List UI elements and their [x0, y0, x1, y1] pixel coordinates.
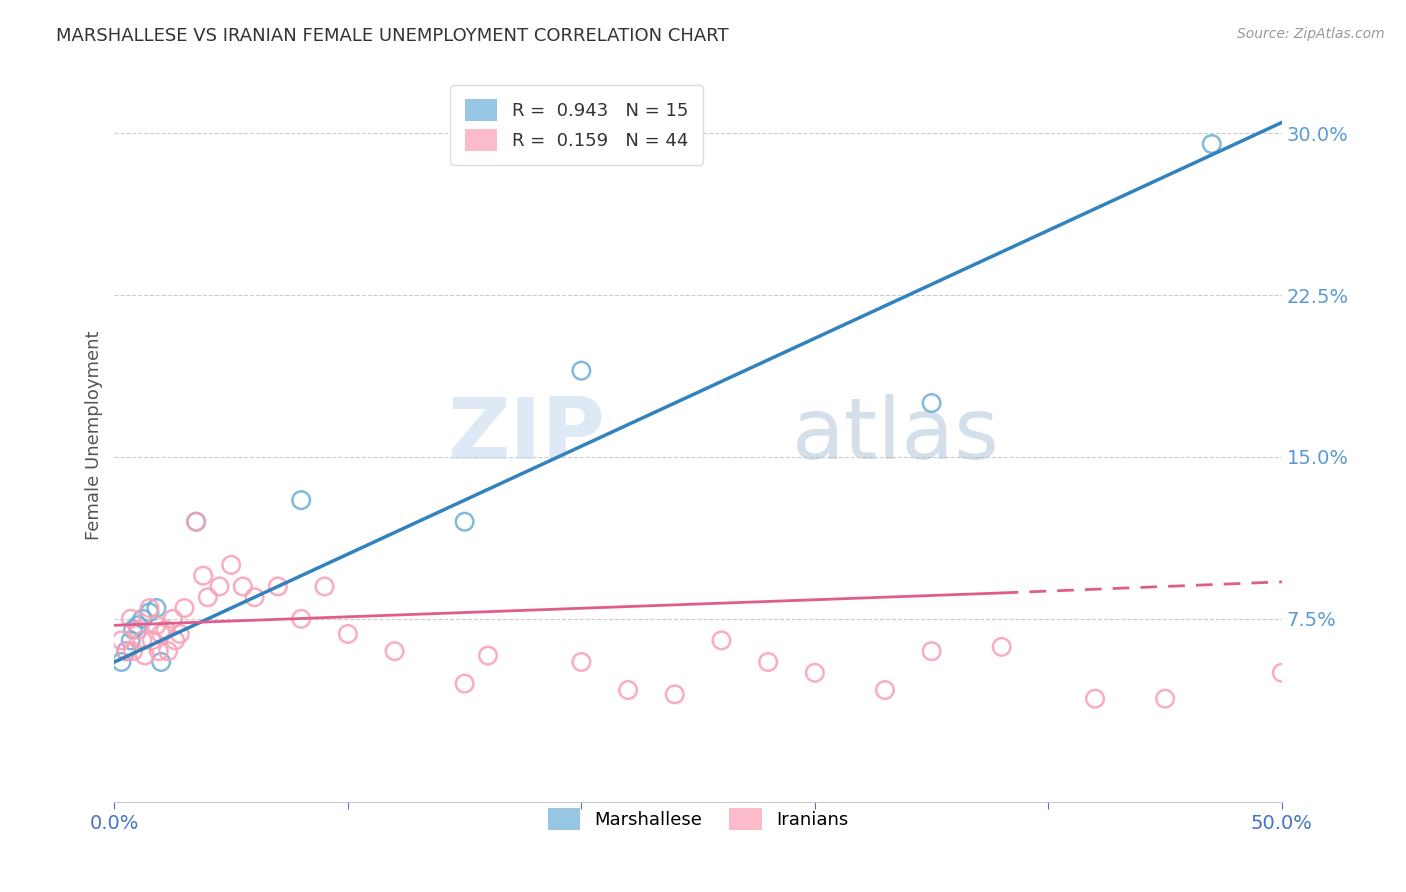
Point [232, 579, 254, 593]
Point [184, 515, 207, 529]
Point [131, 633, 153, 648]
Point [710, 633, 733, 648]
Point [314, 579, 336, 593]
Point [169, 627, 191, 641]
Point [921, 644, 943, 658]
Point [184, 515, 207, 529]
Point [141, 633, 163, 648]
Point [384, 644, 406, 658]
Point [267, 579, 290, 593]
Point [290, 612, 312, 626]
Point [873, 683, 896, 698]
Point [127, 623, 149, 637]
Point [208, 579, 231, 593]
Point [197, 591, 219, 605]
Point [569, 655, 592, 669]
Point [477, 648, 499, 663]
Point [336, 627, 359, 641]
Point [1201, 136, 1223, 151]
Point [1084, 691, 1107, 706]
Point [162, 612, 184, 626]
Point [120, 612, 142, 626]
Point [990, 640, 1012, 654]
Text: MARSHALLESE VS IRANIAN FEMALE UNEMPLOYMENT CORRELATION CHART: MARSHALLESE VS IRANIAN FEMALE UNEMPLOYME… [56, 27, 728, 45]
Legend: Marshallese, Iranians: Marshallese, Iranians [533, 794, 863, 845]
Point [122, 623, 145, 637]
Point [138, 601, 160, 615]
Point [453, 515, 475, 529]
Point [115, 644, 138, 658]
Point [617, 683, 640, 698]
Point [1154, 691, 1177, 706]
Point [569, 364, 592, 378]
Point [127, 618, 149, 632]
Point [120, 633, 142, 648]
Point [921, 396, 943, 410]
Point [804, 665, 827, 680]
Point [157, 644, 180, 658]
Point [134, 648, 156, 663]
Point [145, 618, 167, 632]
Point [219, 558, 242, 572]
Point [145, 601, 167, 615]
Y-axis label: Female Unemployment: Female Unemployment [86, 331, 103, 541]
Point [150, 627, 173, 641]
Point [173, 601, 195, 615]
Point [155, 623, 177, 637]
Point [290, 493, 312, 508]
Point [191, 568, 214, 582]
Text: Source: ZipAtlas.com: Source: ZipAtlas.com [1237, 27, 1385, 41]
Point [453, 676, 475, 690]
Point [110, 633, 132, 648]
Point [148, 644, 170, 658]
Point [150, 655, 173, 669]
Text: atlas: atlas [792, 394, 1000, 477]
Point [131, 612, 153, 626]
Text: ZIP: ZIP [447, 394, 605, 477]
Point [664, 687, 686, 701]
Point [165, 633, 187, 648]
Point [243, 591, 266, 605]
Point [1271, 665, 1294, 680]
Point [138, 605, 160, 619]
Point [756, 655, 779, 669]
Point [110, 655, 132, 669]
Point [115, 644, 138, 658]
Point [122, 644, 145, 658]
